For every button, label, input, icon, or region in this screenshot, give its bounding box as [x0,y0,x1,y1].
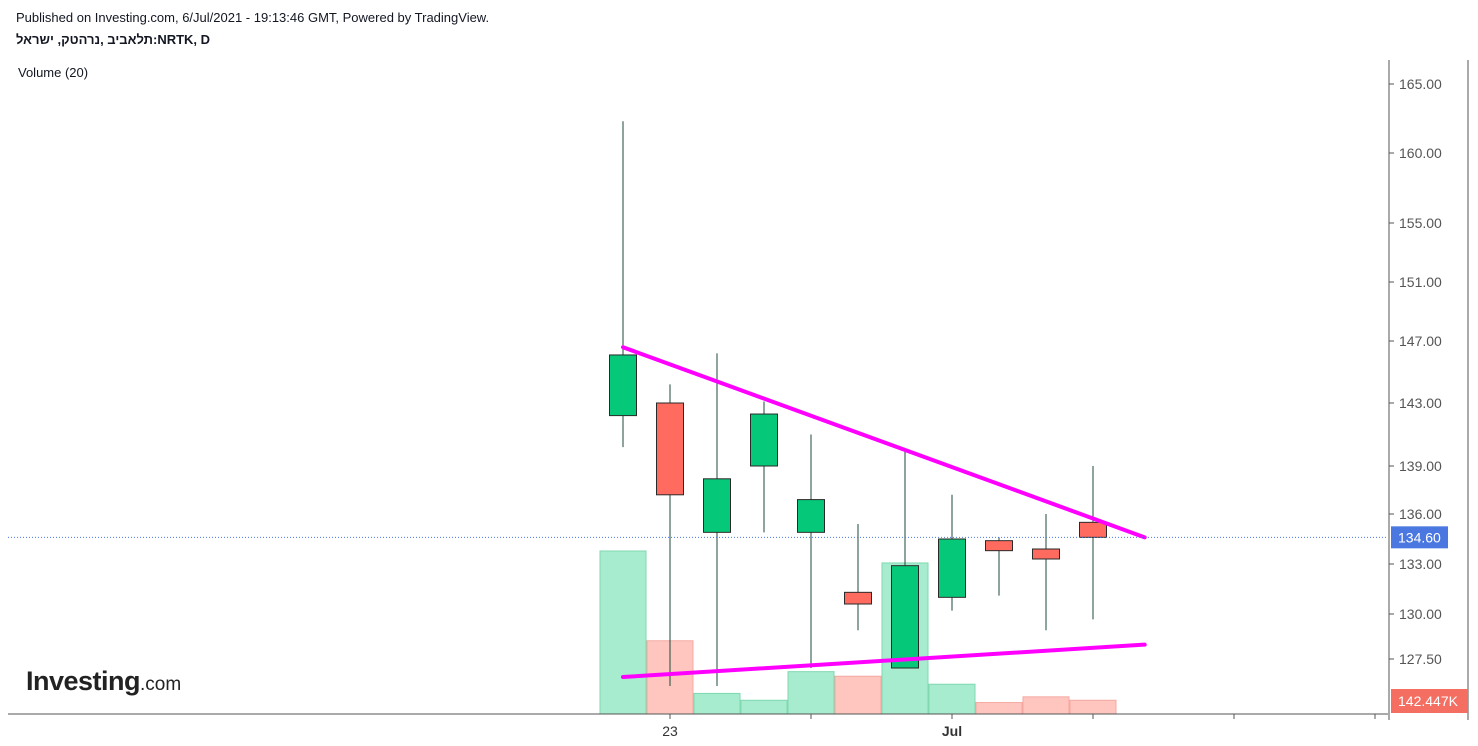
last-price-tag [1391,526,1448,549]
y-tick-label: 130.00 [1399,606,1442,622]
y-tick-label: 139.00 [1399,458,1442,474]
y-tick-label: 165.00 [1399,76,1442,92]
x-tick-label: 23 [662,723,678,739]
volume-bar [1022,696,1070,715]
x-tick-label: Jul [942,723,962,739]
axes: 127.50 130.00 133.00 136.00 139.00 143.00 147.… [8,60,1469,739]
y-tick-label: 136.00 [1399,506,1442,522]
y-tick-label: 133.00 [1399,556,1442,572]
y-tick-label: 155.00 [1399,215,1442,231]
symbol-title: תלאביב ,נרהטק, ישראל:NRTK, D [16,32,211,47]
candle-up [797,499,825,533]
y-tick-label: 127.50 [1399,651,1442,667]
volume-bar [740,699,788,715]
trendline [621,642,1147,679]
candle-down [656,402,684,496]
y-tick-label: 160.00 [1399,145,1442,161]
candle-up [750,413,778,467]
candles [609,121,1107,686]
investing-logo: Investing.com [26,666,182,696]
candle-down [985,540,1013,552]
volume-bar [928,683,976,715]
candle-up [891,565,919,669]
last-volume-label: 142.447K [1398,693,1459,709]
candle-down [1079,521,1107,538]
last-price-label: 134.60 [1398,529,1441,545]
y-tick-label: 147.00 [1399,333,1442,349]
candle-up [703,478,731,533]
trendline [621,345,1147,540]
volume-bar [787,671,835,715]
trendlines [621,345,1147,679]
candle-down [844,591,872,605]
volume-bar [834,675,882,715]
volume-bar [975,702,1023,715]
candle-up [938,538,966,598]
volume-bar [1069,699,1117,715]
volume-indicator-label[interactable]: Volume (20) [18,65,89,80]
candle-down [1032,548,1060,560]
y-tick-label: 143.00 [1399,395,1442,411]
last-volume-tag [1391,689,1468,713]
volume-bar [693,692,741,715]
candle-up [609,354,637,417]
volume-bar [599,550,647,715]
published-note: Published on Investing.com, 6/Jul/2021 -… [16,10,490,25]
y-tick-label: 151.00 [1399,274,1442,290]
